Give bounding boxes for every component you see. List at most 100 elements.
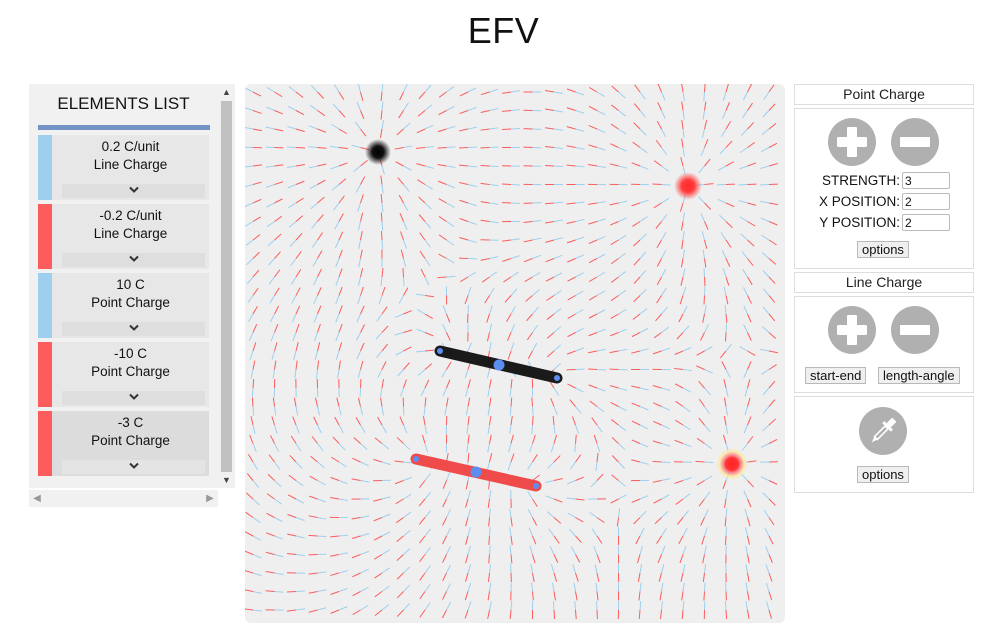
element-item[interactable]: -3 C Point Charge xyxy=(38,411,209,476)
field-vector-head xyxy=(446,202,455,208)
point-charge-options-button[interactable]: options xyxy=(857,241,909,258)
field-vector-tail xyxy=(252,216,261,222)
field-vector-tail xyxy=(610,143,619,148)
field-vector-tail xyxy=(546,350,555,358)
field-vector-tail xyxy=(331,456,340,463)
line-charge-negative[interactable] xyxy=(410,453,542,492)
field-vector-head xyxy=(308,165,318,169)
expand-chevron-icon[interactable] xyxy=(62,322,205,336)
scroll-up-arrow-icon[interactable]: ▲ xyxy=(222,87,231,97)
field-vector-tail xyxy=(721,361,727,370)
field-vector-tail xyxy=(394,480,404,485)
field-canvas[interactable] xyxy=(245,84,785,623)
line-endpoint-handle[interactable] xyxy=(437,348,443,354)
field-vector-tail xyxy=(747,397,751,407)
field-vector-head xyxy=(738,200,748,204)
expand-chevron-icon[interactable] xyxy=(62,253,205,267)
field-vector-head xyxy=(720,232,727,241)
scroll-down-arrow-icon[interactable]: ▼ xyxy=(222,475,231,485)
line-center-handle[interactable] xyxy=(493,359,505,371)
field-vector-head xyxy=(295,554,305,557)
field-vector-tail xyxy=(295,110,305,116)
point-charge-positive[interactable] xyxy=(365,139,391,165)
line-endpoint-handle[interactable] xyxy=(413,456,419,462)
field-vector-tail xyxy=(631,420,641,426)
field-vector-tail xyxy=(567,313,576,319)
field-vector-head xyxy=(682,347,692,352)
field-vector-tail xyxy=(338,342,343,352)
element-item[interactable]: -10 C Point Charge xyxy=(38,342,209,407)
expand-chevron-icon[interactable] xyxy=(62,184,205,198)
remove-line-charge-button[interactable] xyxy=(891,306,939,354)
field-vector-head xyxy=(266,86,275,93)
field-vector-tail xyxy=(246,473,254,481)
elements-vertical-scrollbar[interactable]: ▲ ▼ xyxy=(218,84,235,488)
field-vector-head xyxy=(618,461,626,469)
field-vector-head xyxy=(509,387,512,398)
field-vector-tail xyxy=(459,181,469,185)
field-vector-tail xyxy=(330,496,340,500)
field-vector-tail xyxy=(308,609,318,613)
field-vector-head xyxy=(509,406,512,416)
element-item[interactable]: 0.2 C/unit Line Charge xyxy=(38,135,209,200)
scroll-right-arrow-icon[interactable]: ▶ xyxy=(206,493,214,504)
field-vector-head xyxy=(446,86,455,93)
element-item[interactable]: -0.2 C/unit Line Charge xyxy=(38,204,209,269)
field-vector-tail xyxy=(701,535,705,545)
scroll-thumb[interactable] xyxy=(221,101,232,472)
point-charge-selected[interactable] xyxy=(716,448,748,480)
field-vector-tail xyxy=(274,181,284,185)
point-charge-negative[interactable] xyxy=(674,172,702,200)
length-angle-button[interactable]: length-angle xyxy=(878,367,960,384)
y-position-input[interactable] xyxy=(902,214,950,231)
strength-row: STRENGTH: xyxy=(795,172,973,191)
field-vector-tail xyxy=(403,310,413,315)
field-vector-tail xyxy=(725,102,730,111)
field-vector-tail xyxy=(317,110,326,117)
line-center-handle[interactable] xyxy=(470,466,482,478)
field-vector-tail xyxy=(704,138,709,148)
field-vector-head xyxy=(245,184,254,188)
field-vector-head xyxy=(661,600,663,611)
field-vector-tail xyxy=(460,276,469,283)
field-vector-head xyxy=(489,88,499,93)
probe-options-button[interactable]: options xyxy=(857,466,909,483)
field-vector-head xyxy=(661,268,667,278)
line-endpoint-handle[interactable] xyxy=(533,483,539,489)
field-vector-head xyxy=(596,387,606,392)
field-vector-head xyxy=(338,570,348,574)
field-vector-head xyxy=(376,313,383,322)
field-vector-head xyxy=(266,106,275,111)
element-item[interactable]: 10 C Point Charge xyxy=(38,273,209,338)
field-vector-tail xyxy=(418,517,426,525)
field-vector-head xyxy=(375,332,383,340)
field-vector-head xyxy=(312,258,318,267)
field-vector-tail xyxy=(510,554,513,564)
expand-chevron-icon[interactable] xyxy=(62,391,205,405)
field-vector-tail xyxy=(575,498,585,501)
field-vector-tail xyxy=(424,332,434,337)
add-line-charge-button[interactable] xyxy=(828,306,876,354)
scroll-left-arrow-icon[interactable]: ◀ xyxy=(33,493,41,504)
minus-icon xyxy=(900,325,930,335)
elements-horizontal-scrollbar[interactable]: ◀ ▶ xyxy=(29,490,218,507)
expand-chevron-icon[interactable] xyxy=(62,460,205,474)
x-position-input[interactable] xyxy=(902,193,950,210)
field-vector-head xyxy=(575,218,585,222)
add-point-charge-button[interactable] xyxy=(828,118,876,166)
start-end-button[interactable]: start-end xyxy=(805,367,867,384)
field-vector-head xyxy=(639,443,649,448)
probe-tool-button[interactable] xyxy=(859,407,907,455)
line-endpoint-handle[interactable] xyxy=(554,375,560,381)
field-vector-tail xyxy=(419,591,426,600)
field-vector-head xyxy=(639,461,649,465)
field-vector-head xyxy=(353,165,361,173)
field-vector-head xyxy=(724,304,727,315)
strength-input[interactable] xyxy=(902,172,950,189)
field-vector-tail xyxy=(768,350,778,354)
line-charge-positive[interactable] xyxy=(434,345,563,384)
field-vector-head xyxy=(725,323,728,333)
field-vector-head xyxy=(704,564,707,574)
field-vector-tail xyxy=(768,258,777,265)
remove-point-charge-button[interactable] xyxy=(891,118,939,166)
